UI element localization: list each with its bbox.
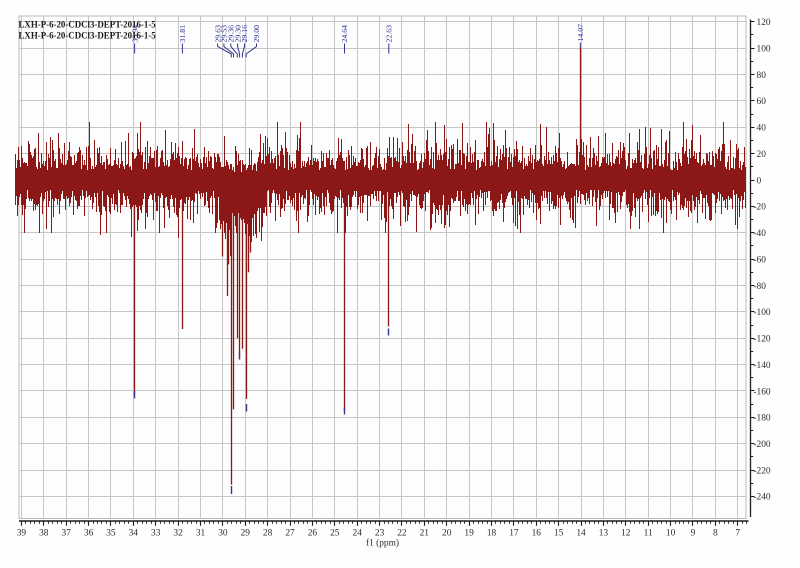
svg-text:18: 18	[487, 529, 497, 539]
svg-text:-40: -40	[753, 229, 766, 239]
svg-text:16: 16	[532, 529, 542, 539]
svg-text:29.63: 29.63	[213, 25, 222, 43]
svg-text:14.07: 14.07	[576, 24, 585, 42]
svg-text:13: 13	[599, 529, 609, 539]
svg-text:-120: -120	[753, 335, 770, 345]
svg-text:24.64: 24.64	[340, 25, 349, 43]
svg-text:0: 0	[757, 176, 762, 186]
svg-text:-160: -160	[753, 387, 770, 397]
svg-text:38: 38	[39, 529, 49, 539]
svg-text:29.00: 29.00	[252, 25, 261, 43]
svg-text:7: 7	[735, 529, 740, 539]
svg-text:17: 17	[509, 529, 519, 539]
svg-text:31.81: 31.81	[178, 25, 187, 43]
svg-text:10: 10	[666, 529, 676, 539]
svg-text:33: 33	[151, 529, 161, 539]
svg-text:29: 29	[241, 529, 251, 539]
svg-text:15: 15	[554, 529, 564, 539]
svg-text:20: 20	[442, 529, 452, 539]
svg-text:-200: -200	[753, 440, 770, 450]
svg-text:29.16: 29.16	[240, 25, 249, 43]
svg-text:29.53: 29.53	[220, 25, 229, 43]
svg-text:29.36: 29.36	[227, 25, 236, 43]
svg-text:22.63: 22.63	[385, 25, 394, 43]
svg-text:8: 8	[713, 529, 718, 539]
svg-text:25: 25	[330, 529, 340, 539]
svg-text:100: 100	[757, 45, 771, 55]
svg-text:30: 30	[218, 529, 228, 539]
svg-text:23: 23	[375, 529, 385, 539]
svg-text:28: 28	[263, 529, 273, 539]
svg-text:-100: -100	[753, 308, 770, 318]
svg-text:24: 24	[353, 529, 363, 539]
svg-text:36: 36	[84, 529, 94, 539]
svg-text:35: 35	[106, 529, 116, 539]
svg-text:31: 31	[196, 529, 206, 539]
svg-text:120: 120	[757, 18, 771, 28]
svg-text:-220: -220	[753, 466, 770, 476]
svg-text:33.94: 33.94	[130, 25, 139, 43]
svg-text:37: 37	[62, 529, 72, 539]
svg-text:-180: -180	[753, 414, 770, 424]
svg-text:-60: -60	[753, 255, 766, 265]
svg-text:34: 34	[129, 529, 139, 539]
svg-text:27: 27	[285, 529, 295, 539]
svg-text:20: 20	[757, 150, 767, 160]
svg-text:LXH-P-6-20-CDCl3-DEPT-2016-1-5: LXH-P-6-20-CDCl3-DEPT-2016-1-5	[19, 20, 157, 30]
svg-text:-20: -20	[753, 203, 766, 213]
svg-text:22: 22	[397, 529, 407, 539]
svg-text:14: 14	[576, 529, 586, 539]
svg-text:32: 32	[173, 529, 183, 539]
svg-text:29.30: 29.30	[233, 25, 242, 43]
svg-text:39: 39	[17, 529, 27, 539]
svg-text:80: 80	[757, 71, 767, 81]
svg-text:f1 (ppm): f1 (ppm)	[366, 538, 399, 549]
svg-text:60: 60	[757, 97, 767, 107]
svg-text:-140: -140	[753, 361, 770, 371]
svg-text:LXH-P-6-20-CDCl3-DEPT-2016-1-5: LXH-P-6-20-CDCl3-DEPT-2016-1-5	[19, 31, 157, 41]
svg-text:40: 40	[757, 124, 767, 134]
svg-text:19: 19	[464, 529, 474, 539]
svg-text:12: 12	[621, 529, 631, 539]
svg-text:9: 9	[691, 529, 696, 539]
svg-text:-240: -240	[753, 493, 770, 503]
svg-text:11: 11	[644, 529, 653, 539]
svg-text:21: 21	[420, 529, 430, 539]
svg-text:-80: -80	[753, 282, 766, 292]
svg-text:26: 26	[308, 529, 318, 539]
